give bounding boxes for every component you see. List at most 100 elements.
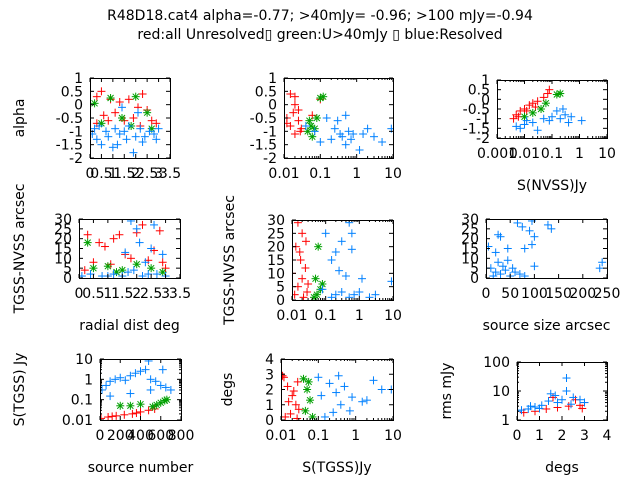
panel-alpha-vs-stgss: 0.01 0.1 1 10-2-1.5-1-0.500.51	[250, 71, 402, 182]
data-point-blue	[106, 392, 115, 401]
data-point-blue	[126, 371, 135, 380]
y-tick-label: 25	[54, 222, 72, 238]
data-point-red	[293, 377, 302, 386]
data-point-blue	[517, 407, 521, 416]
x-tick-label: 1	[535, 428, 544, 444]
y-tick-label: -1	[69, 124, 83, 140]
data-point-green	[116, 401, 125, 410]
data-point-red	[112, 411, 121, 420]
data-point-blue	[498, 262, 507, 271]
data-point-blue	[161, 383, 170, 392]
data-point-red	[95, 238, 104, 247]
data-point-blue	[576, 395, 584, 404]
y-tick-label: -0.5	[250, 111, 277, 127]
points-group	[90, 87, 163, 157]
data-point-blue	[150, 220, 159, 229]
data-point-blue	[156, 381, 165, 390]
y-tick-label: 1	[84, 372, 93, 388]
data-point-blue	[552, 106, 561, 115]
x-tick-label: 1.5	[111, 286, 133, 302]
data-point-blue	[116, 373, 125, 382]
data-point-blue	[358, 397, 367, 406]
data-point-red	[126, 254, 135, 263]
data-point-blue	[562, 387, 571, 395]
x-tick-label: 2.5	[136, 166, 158, 182]
x-axis-label: source size arcsec	[483, 318, 611, 334]
data-point-blue	[345, 406, 354, 415]
data-point-blue	[150, 130, 158, 138]
data-point-blue	[345, 220, 354, 227]
data-point-blue	[347, 245, 356, 254]
data-point-blue	[136, 124, 145, 133]
data-point-red	[152, 119, 161, 128]
x-tick-label: 2	[131, 166, 140, 182]
data-point-blue	[369, 376, 378, 385]
data-point-blue	[547, 224, 556, 233]
y-axis-label: rms mJy	[439, 363, 455, 420]
y-tick-label: -1.5	[56, 138, 83, 154]
data-point-blue	[301, 122, 310, 130]
data-point-blue	[520, 272, 529, 278]
data-point-blue	[489, 272, 498, 278]
data-point-blue	[561, 110, 570, 119]
data-point-red	[124, 95, 133, 104]
data-point-blue	[320, 412, 329, 420]
data-point-blue	[134, 108, 142, 117]
x-tick-label: 100	[521, 286, 548, 302]
data-point-blue	[118, 103, 126, 112]
data-point-blue	[111, 124, 120, 133]
data-point-blue	[120, 127, 129, 136]
data-point-blue	[330, 124, 339, 133]
data-point-blue	[317, 391, 326, 400]
x-tick-label: 3	[161, 286, 170, 302]
data-point-blue	[335, 266, 344, 275]
y-tick-label: 0.01	[62, 413, 93, 429]
data-point-red	[286, 409, 295, 418]
x-tick-label: 0.1	[541, 146, 563, 162]
data-point-red	[155, 226, 164, 235]
y-tick-label: -2	[69, 151, 83, 167]
y-tick-label: -1.5	[463, 121, 490, 137]
data-point-blue	[111, 375, 120, 384]
data-point-blue	[348, 393, 357, 402]
x-tick-label: 0.1	[307, 428, 329, 444]
points-group	[509, 85, 586, 135]
x-tick-label: 50	[501, 286, 519, 302]
data-point-red	[289, 387, 298, 396]
data-point-red	[303, 288, 312, 296]
data-point-red	[115, 98, 124, 106]
data-point-blue	[355, 146, 364, 154]
data-point-blue	[124, 122, 133, 130]
data-point-red	[100, 414, 106, 420]
data-point-green	[118, 114, 126, 122]
chart-subtitle: red:all Unresolved▯ green:U>40mJy ▯ blue…	[137, 27, 503, 43]
data-point-red	[100, 242, 109, 251]
data-point-red	[83, 230, 92, 239]
data-point-red	[549, 393, 557, 402]
data-point-blue	[515, 270, 524, 278]
data-point-blue	[494, 258, 503, 267]
data-point-green	[311, 274, 320, 283]
data-point-blue	[131, 132, 140, 141]
data-point-red	[291, 400, 300, 409]
data-point-red	[296, 256, 305, 264]
data-point-blue	[336, 130, 345, 138]
data-point-blue	[124, 268, 133, 277]
y-axis-label: degs	[220, 373, 236, 407]
x-tick-label: 0.5	[90, 166, 112, 182]
data-point-green	[301, 406, 310, 415]
data-point-green	[304, 377, 313, 386]
x-tick-label: 0	[96, 428, 105, 444]
data-point-red	[294, 116, 303, 125]
data-point-blue	[109, 270, 118, 278]
data-point-blue	[316, 138, 325, 146]
x-tick-label: 1	[351, 428, 360, 444]
data-point-blue	[580, 398, 589, 407]
data-point-red	[132, 409, 141, 418]
data-point-blue	[359, 130, 368, 138]
data-point-blue	[97, 140, 106, 149]
y-tick-label: -0.5	[56, 111, 83, 127]
